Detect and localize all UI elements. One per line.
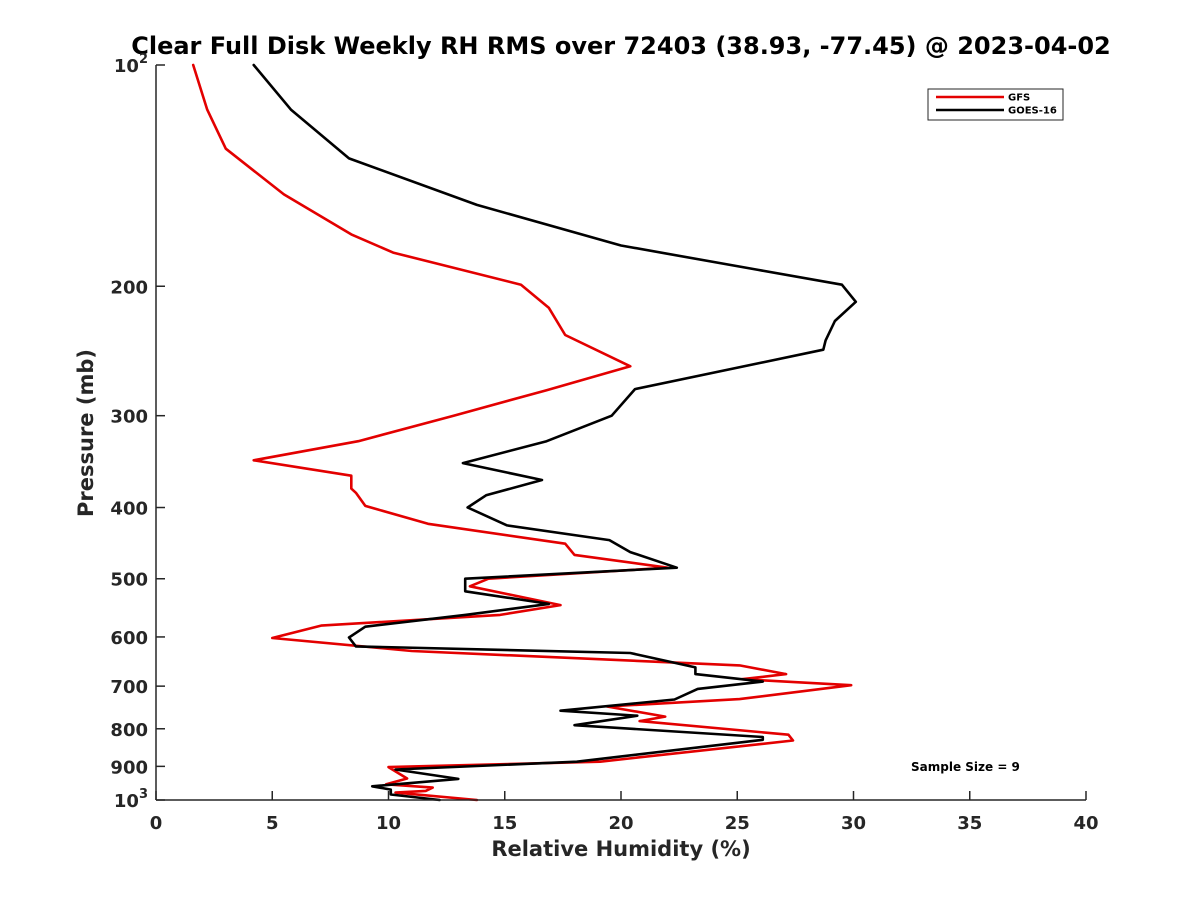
x-tick-label: 25 — [725, 813, 750, 834]
y-tick-label: 900 — [110, 757, 148, 778]
series-line-gfs — [191, 63, 853, 802]
y-axis-label: Pressure (mb) — [74, 349, 98, 517]
y-tick-label: 500 — [110, 570, 148, 591]
legend: GFS GOES-16 — [927, 88, 1064, 121]
series-lines — [191, 63, 858, 802]
y-tick-label: 200 — [110, 277, 148, 298]
x-tick-label: 5 — [266, 813, 279, 834]
y-tick-label: 300 — [110, 407, 148, 428]
x-tick-label: 35 — [957, 813, 982, 834]
x-tick-label: 20 — [608, 813, 633, 834]
x-tick-label: 30 — [841, 813, 866, 834]
y-tick-label: 700 — [110, 677, 148, 698]
x-axis-ticks: 0 5 10 15 20 25 30 35 40 — [150, 791, 1099, 834]
sample-size-annotation: Sample Size = 9 — [911, 760, 1020, 774]
y-axis-ticks: 102 200 300 400 500 600 700 800 900 103 — [110, 52, 165, 812]
legend-label-goes16: GOES-16 — [1008, 106, 1057, 117]
chart-title: Clear Full Disk Weekly RH RMS over 72403… — [131, 32, 1111, 60]
x-tick-label: 10 — [376, 813, 401, 834]
y-tick-label: 600 — [110, 628, 148, 649]
x-tick-label: 0 — [150, 813, 163, 834]
y-tick-label: 103 — [114, 787, 148, 812]
x-axis-label: Relative Humidity (%) — [491, 837, 750, 861]
y-tick-label: 102 — [114, 52, 148, 77]
series-line-goes16 — [252, 63, 858, 802]
legend-box — [927, 88, 1064, 121]
x-tick-label: 15 — [492, 813, 517, 834]
legend-label-gfs: GFS — [1008, 93, 1030, 104]
y-tick-label: 800 — [110, 720, 148, 741]
y-tick-label: 400 — [110, 499, 148, 520]
x-tick-label: 40 — [1073, 813, 1098, 834]
